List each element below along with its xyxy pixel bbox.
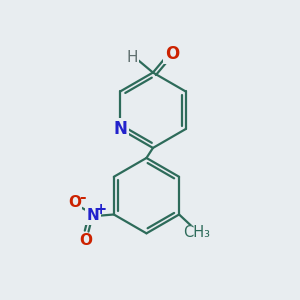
Text: O: O [68,196,82,211]
Text: -: - [80,190,86,205]
Text: +: + [94,202,106,217]
Text: N: N [86,208,99,224]
Text: O: O [79,233,92,248]
Text: O: O [165,45,179,63]
Text: N: N [113,120,127,138]
Text: CH₃: CH₃ [183,225,210,240]
Text: H: H [127,50,138,65]
